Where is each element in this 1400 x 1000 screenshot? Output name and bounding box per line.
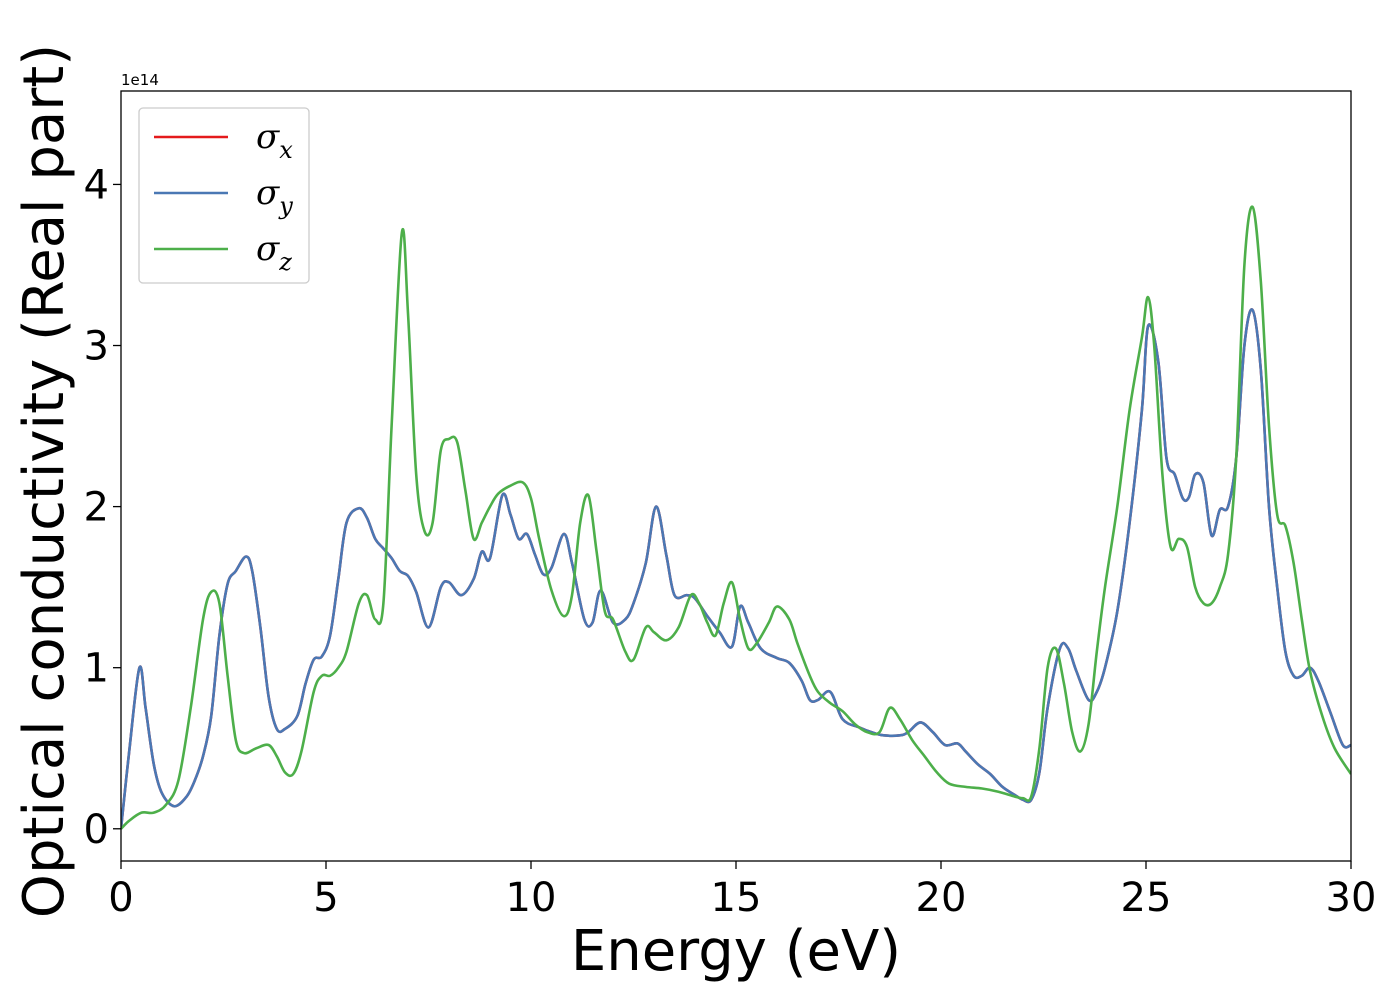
- series-line-sigma-z: [121, 205, 1351, 830]
- y-tick-label: 0: [84, 807, 109, 853]
- x-tick-label: 30: [1326, 875, 1377, 921]
- legend-subscript: y: [278, 192, 293, 220]
- y-tick-label: 4: [84, 162, 109, 208]
- y-axis-title: Optical conductivity (Real part): [12, 44, 77, 918]
- series-layer: [121, 205, 1351, 830]
- x-axis-title: Energy (eV): [571, 919, 901, 984]
- x-tick-label: 5: [313, 875, 338, 921]
- series-line-sigma-x: [121, 308, 1351, 829]
- y-tick-label: 3: [84, 324, 109, 370]
- legend-box: [138, 107, 310, 284]
- x-tick-label: 25: [1121, 875, 1172, 921]
- ticks-layer: 0 5 10 15 20 25 30 0 1 2 3 4: [84, 162, 1377, 921]
- x-tick-label: 20: [916, 875, 967, 921]
- legend-subscript: x: [279, 136, 293, 164]
- y-tick-label: 2: [84, 485, 109, 531]
- y-offset-label: 1e14: [121, 71, 159, 89]
- x-tick-label: 15: [711, 875, 762, 921]
- legend-subscript: z: [278, 248, 292, 276]
- x-tick-label: 0: [108, 875, 133, 921]
- x-tick-label: 10: [506, 875, 557, 921]
- y-tick-label: 1: [84, 646, 109, 692]
- series-line-sigma-y: [121, 308, 1351, 829]
